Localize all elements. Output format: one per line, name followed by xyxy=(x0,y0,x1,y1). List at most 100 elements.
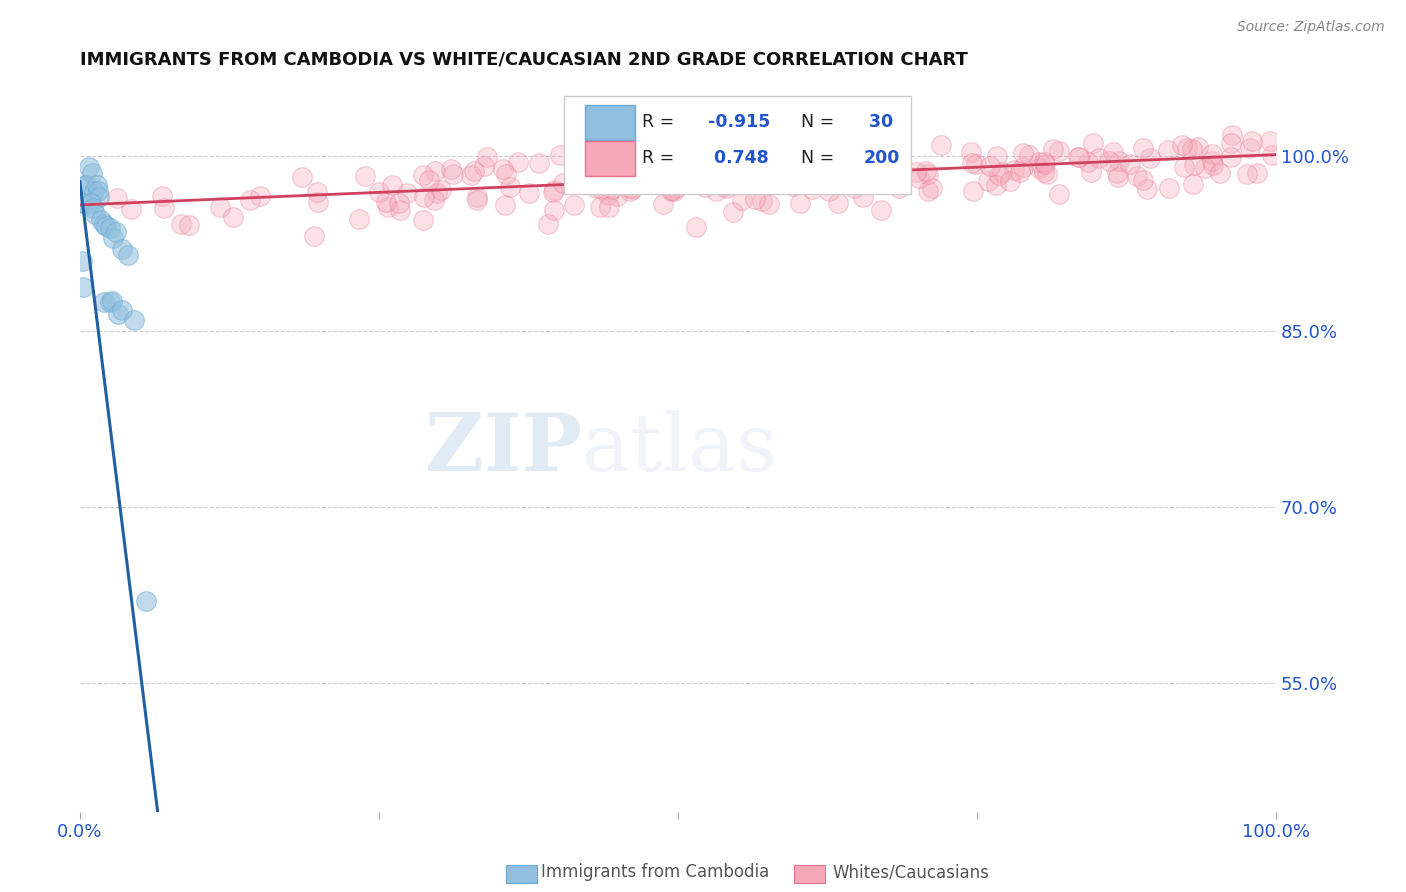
Point xyxy=(634,154,657,169)
Point xyxy=(1088,151,1111,165)
Point xyxy=(1157,181,1180,195)
Point xyxy=(150,188,173,202)
Point xyxy=(768,154,790,169)
Point xyxy=(87,184,110,198)
Point xyxy=(697,159,720,173)
Point xyxy=(817,169,839,183)
Point xyxy=(921,180,943,194)
Point xyxy=(651,196,673,211)
Point xyxy=(685,220,707,235)
Point xyxy=(908,170,931,185)
Point xyxy=(844,158,866,172)
Point xyxy=(79,195,101,210)
Point xyxy=(1047,145,1070,159)
Point xyxy=(527,156,550,170)
Point xyxy=(800,182,823,196)
Point xyxy=(423,164,446,178)
Point xyxy=(929,137,952,152)
Point xyxy=(90,213,112,227)
Point xyxy=(991,164,1014,178)
Point xyxy=(1108,154,1130,169)
Point xyxy=(844,156,866,170)
Point xyxy=(692,175,714,189)
Point xyxy=(984,178,1007,192)
Point xyxy=(1241,134,1264,148)
Point xyxy=(179,218,201,232)
Point xyxy=(440,161,463,176)
Point xyxy=(706,184,728,198)
Point xyxy=(117,248,139,262)
Text: R =: R = xyxy=(643,112,679,131)
Point xyxy=(495,167,517,181)
Point xyxy=(873,169,896,183)
Point xyxy=(169,217,191,231)
Point xyxy=(1008,165,1031,179)
Text: N =: N = xyxy=(801,149,839,167)
Point xyxy=(80,166,103,180)
Point xyxy=(621,181,644,195)
Point xyxy=(1047,186,1070,201)
Point xyxy=(389,202,412,217)
Point xyxy=(423,193,446,207)
Point xyxy=(72,254,94,268)
Point xyxy=(1077,155,1099,169)
Point xyxy=(827,196,849,211)
Point xyxy=(93,217,115,231)
Point xyxy=(634,138,657,153)
Point xyxy=(762,147,785,161)
Point xyxy=(1171,138,1194,153)
Point xyxy=(395,186,418,200)
Point xyxy=(537,217,560,231)
Point xyxy=(1000,174,1022,188)
Point xyxy=(499,180,522,194)
Point xyxy=(603,169,626,183)
Point xyxy=(591,182,613,196)
Point xyxy=(1032,154,1054,169)
Point xyxy=(721,153,744,167)
Point xyxy=(375,194,398,209)
Point xyxy=(1002,162,1025,177)
Point xyxy=(152,201,174,215)
Point xyxy=(593,172,616,186)
Point xyxy=(305,185,328,199)
Point xyxy=(960,145,983,159)
Point xyxy=(585,181,607,195)
Point xyxy=(664,184,686,198)
Point xyxy=(962,156,984,170)
Point xyxy=(716,181,738,195)
Point xyxy=(589,200,612,214)
Point xyxy=(966,157,988,171)
Point xyxy=(93,295,115,310)
Point xyxy=(709,175,731,189)
Point xyxy=(979,159,1001,173)
Point xyxy=(659,170,682,185)
Point xyxy=(72,195,94,210)
Point xyxy=(494,198,516,212)
Point xyxy=(1201,153,1223,168)
Point xyxy=(1107,166,1129,180)
Point xyxy=(825,175,848,189)
Point xyxy=(412,168,434,182)
Point xyxy=(600,182,623,196)
Point xyxy=(506,154,529,169)
Point xyxy=(302,229,325,244)
Point xyxy=(619,181,641,195)
Point xyxy=(562,197,585,211)
Point xyxy=(83,184,105,198)
Point xyxy=(1182,157,1205,171)
Point xyxy=(875,144,897,158)
Point xyxy=(713,178,735,193)
Point xyxy=(1236,168,1258,182)
Point xyxy=(96,219,118,233)
Point xyxy=(1220,150,1243,164)
Point xyxy=(103,231,125,245)
Point xyxy=(787,165,810,179)
Point xyxy=(782,178,804,193)
Point xyxy=(681,151,703,165)
Point xyxy=(239,194,262,208)
Point xyxy=(1066,149,1088,163)
Point xyxy=(441,167,464,181)
Point xyxy=(120,202,142,216)
Point xyxy=(731,194,754,208)
Point xyxy=(84,207,107,221)
